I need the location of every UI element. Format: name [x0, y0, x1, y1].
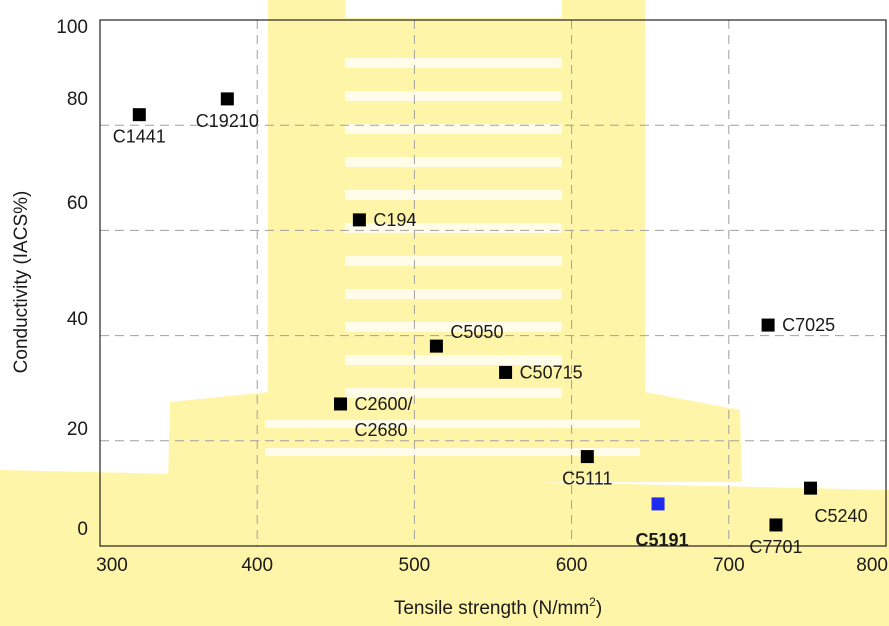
watermark-stripe	[345, 223, 562, 233]
data-point-marker	[132, 108, 146, 122]
plot-area-frame	[99, 19, 887, 547]
data-point-marker	[220, 92, 234, 106]
y-axis-title: Conductivity (IACS%)	[11, 191, 32, 374]
data-point-marker	[352, 213, 366, 227]
data-point-label: C7025	[782, 315, 835, 335]
watermark-stripe	[345, 322, 562, 332]
data-point-marker	[580, 450, 594, 464]
x-axis-ticks: 300 400 500 600 700 800	[96, 555, 888, 576]
data-point-label: C5111	[562, 469, 612, 489]
watermark-body	[168, 0, 742, 482]
x-tick-label: 300	[96, 555, 128, 576]
y-tick-label: 100	[56, 17, 88, 38]
x-tick-label: 600	[556, 555, 588, 576]
data-point-label: C194	[373, 210, 416, 230]
y-tick-label: 40	[67, 309, 88, 330]
watermark-stripe	[345, 91, 562, 101]
y-axis-ticks: 0 20 40 60 80 100	[56, 17, 88, 540]
watermark-stripe	[345, 190, 562, 200]
data-point-label: C5191	[636, 530, 689, 550]
data-point-label: C5240	[815, 506, 868, 526]
data-point-label: C1441	[113, 127, 166, 147]
data-point-marker	[499, 365, 513, 379]
watermark-stripe	[265, 448, 640, 456]
data-point-marker	[761, 318, 775, 332]
data-point-marker	[651, 497, 665, 511]
x-tick-label: 800	[856, 555, 888, 576]
data-point-marker	[769, 518, 783, 532]
y-tick-label: 20	[67, 419, 88, 440]
y-tick-label: 80	[67, 89, 88, 110]
data-point-marker	[804, 481, 818, 495]
data-points: C1441 C19210 C194 C5050 C50715 C2600/C2680 C70…	[113, 92, 868, 557]
x-tick-label: 500	[399, 555, 431, 576]
watermark-stripe	[265, 420, 640, 428]
data-point-label-line2: C2680	[355, 420, 408, 440]
x-tick-label: 400	[241, 555, 273, 576]
data-point-marker	[334, 397, 348, 411]
data-point-marker	[429, 339, 443, 353]
y-tick-label: 0	[77, 519, 88, 540]
watermark-stripe	[345, 388, 562, 398]
data-point-label: C5050	[450, 322, 503, 342]
watermark-stripe	[345, 355, 562, 365]
watermark-stripe	[345, 124, 562, 134]
grid-lines	[100, 20, 886, 546]
data-point-label: C7701	[749, 537, 802, 557]
data-point-label: C2600/	[355, 394, 413, 414]
x-tick-label: 700	[713, 555, 745, 576]
data-point-label: C50715	[520, 362, 583, 382]
watermark-stripe	[345, 289, 562, 299]
watermark-stripe	[345, 157, 562, 167]
x-axis-title: Tensile strength (N/mm2)	[394, 595, 602, 619]
watermark-stripe	[345, 256, 562, 266]
y-tick-label: 60	[67, 193, 88, 214]
watermark-base	[0, 470, 889, 626]
watermark-stripe	[345, 58, 562, 68]
data-point-label: C19210	[196, 111, 259, 131]
